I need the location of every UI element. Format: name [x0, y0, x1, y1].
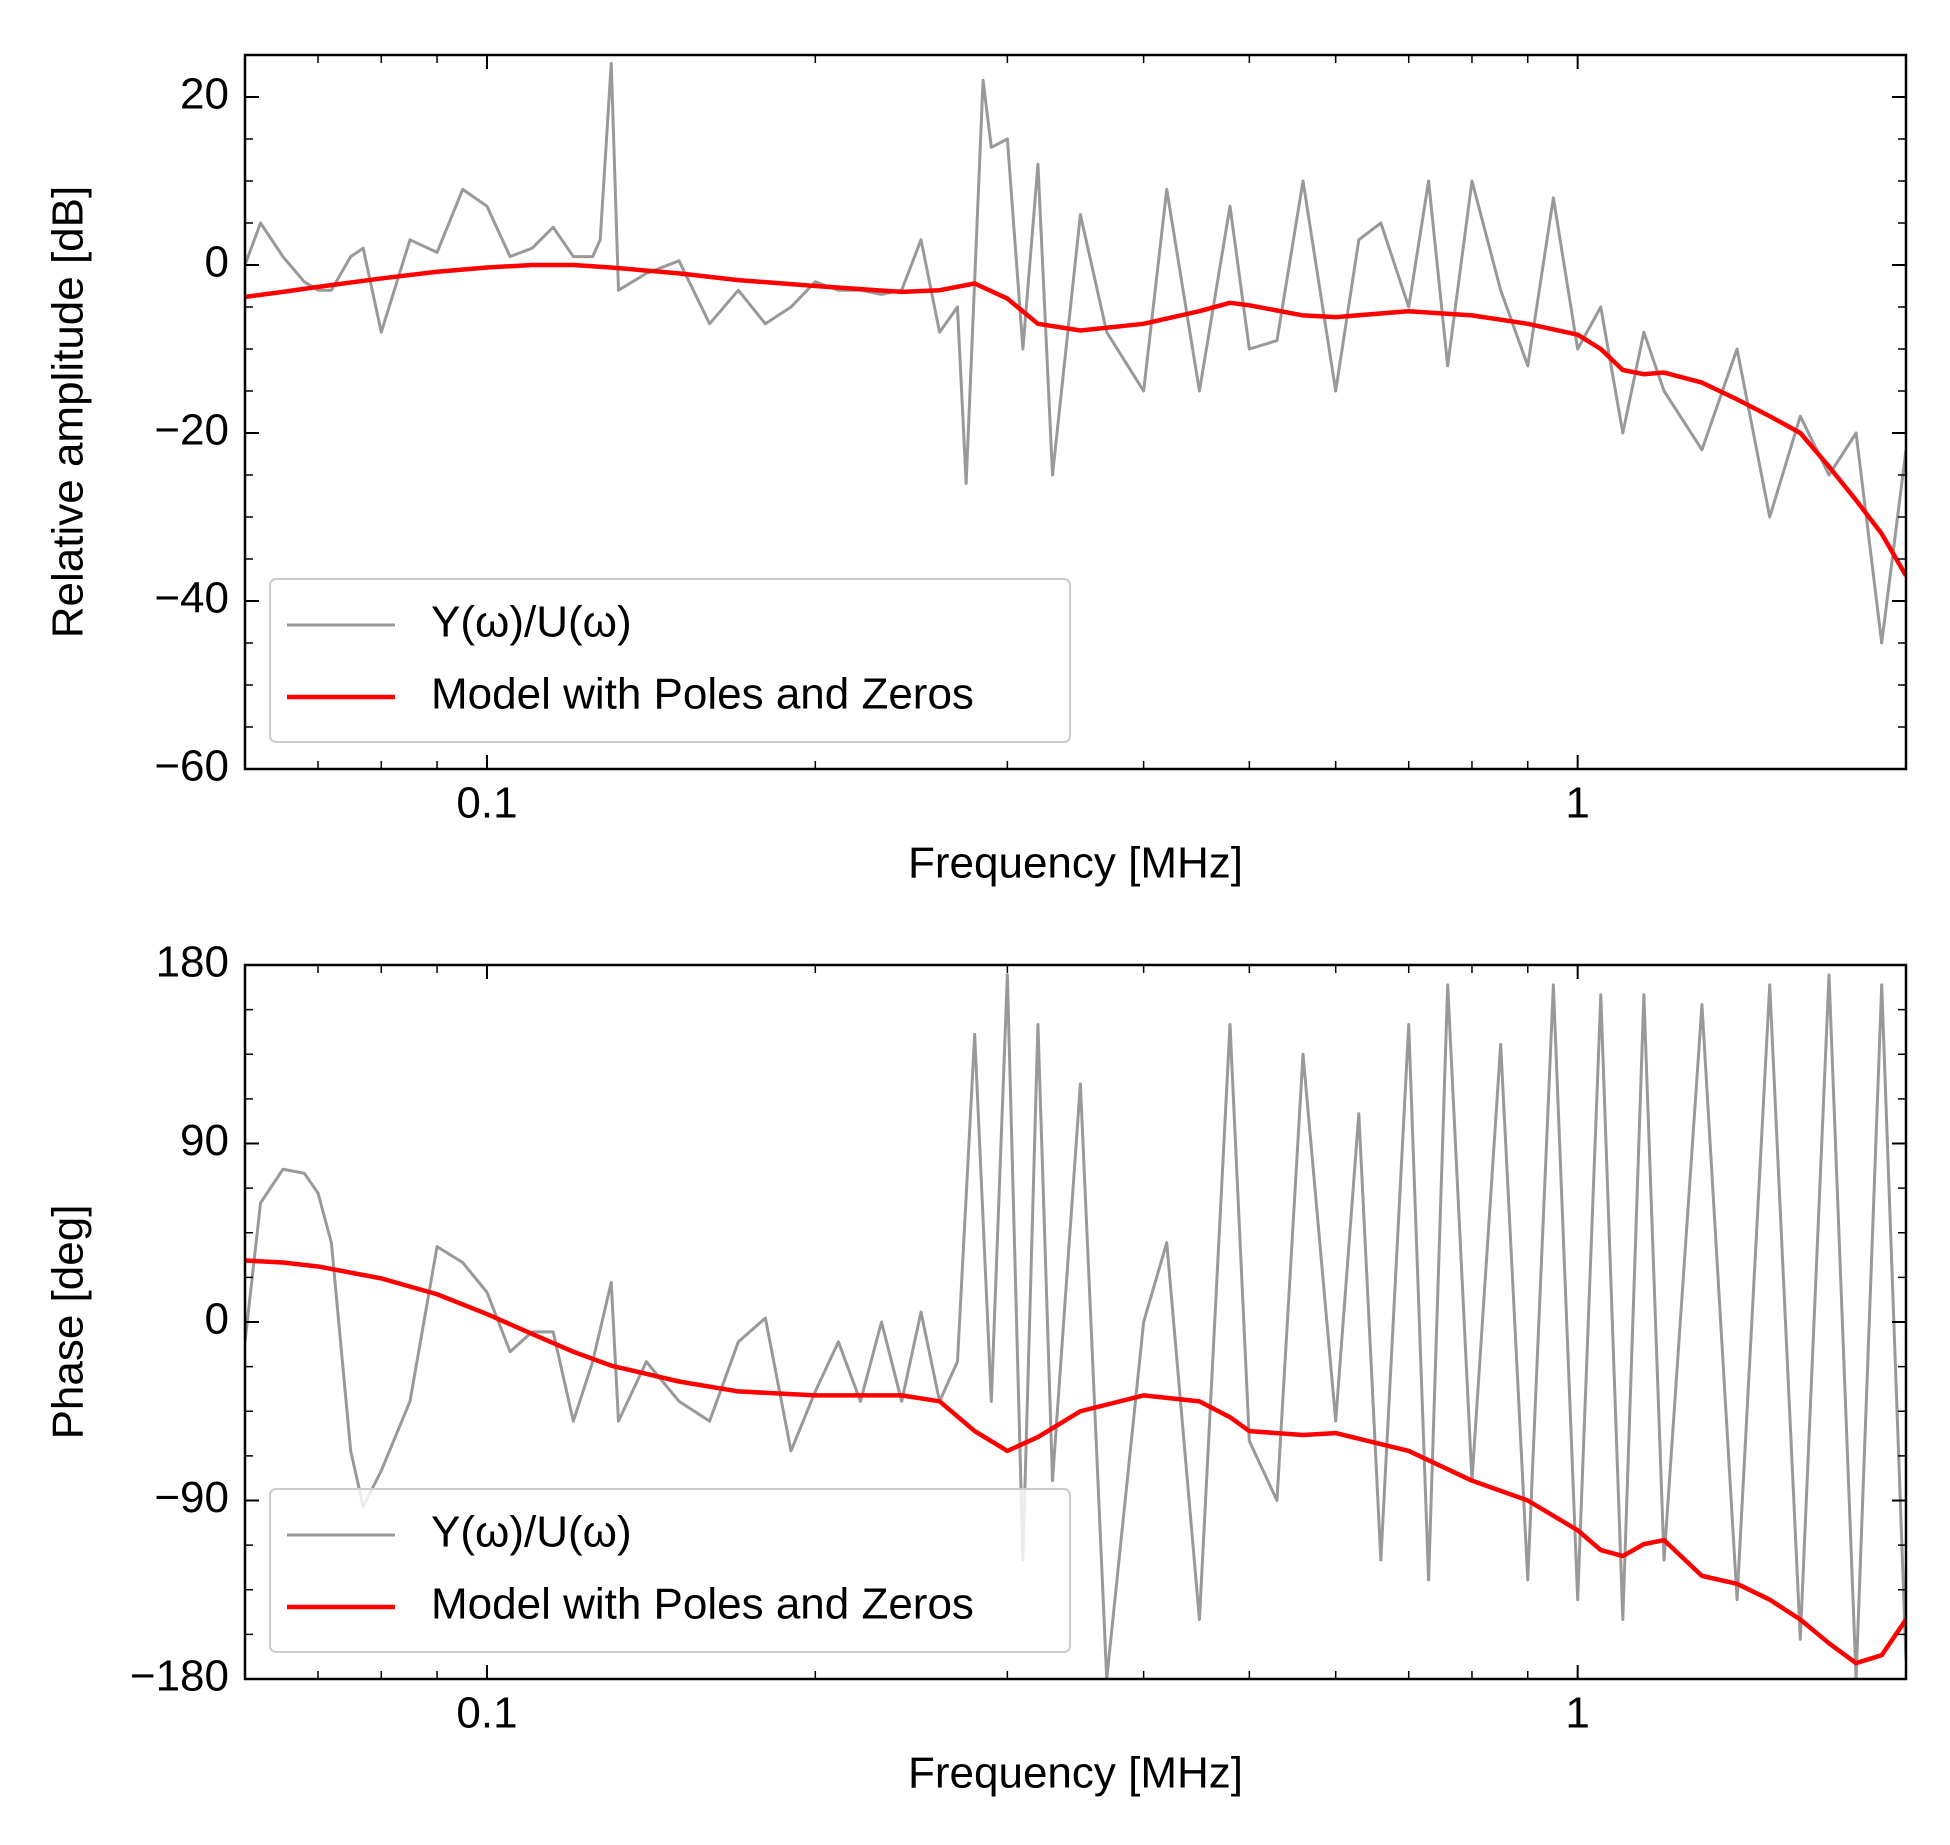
legend-label: Model with Poles and Zeros: [431, 1580, 974, 1629]
x-axis-label: Frequency [MHz]: [908, 1749, 1243, 1798]
y-tick-label: −90: [154, 1473, 229, 1522]
y-tick-label: 0: [205, 238, 229, 287]
y-tick-label: −60: [154, 742, 229, 791]
legend-label: Model with Poles and Zeros: [431, 670, 974, 719]
x-tick-label: 0.1: [456, 1689, 517, 1738]
axes: −180 −90 0 90 180 0.1 1 Frequency [MHz] Phase [d…: [44, 938, 1908, 1798]
data-line: [245, 61, 1906, 645]
x-tick-label: 1: [1565, 1689, 1589, 1738]
axes-frame: [243, 53, 1908, 771]
y-axis-label: Phase [deg]: [44, 1205, 93, 1440]
y-tick-label: −40: [154, 574, 229, 623]
y-tick-label: 0: [205, 1295, 229, 1344]
y-tick-label: 20: [180, 70, 229, 119]
data-line: [245, 973, 1906, 1679]
data-line: [245, 1258, 1906, 1666]
y-tick-label: 180: [156, 938, 229, 987]
y-tick-label: −20: [154, 406, 229, 455]
data-line: [245, 262, 1906, 577]
x-tick-label: 0.1: [456, 779, 517, 828]
axes: −60 −40 −20 0 20 0.1 1 Frequency [MHz] Relative …: [44, 53, 1908, 888]
legend-box: [269, 1488, 1071, 1653]
legend-label: Y(ω)/U(ω): [431, 1508, 632, 1557]
legend-box: [269, 578, 1071, 743]
y-tick-label: 90: [180, 1116, 229, 1165]
axes-frame: [243, 963, 1908, 1681]
y-tick-label: −180: [130, 1652, 229, 1701]
y-axis-label: Relative amplitude [dB]: [44, 186, 93, 638]
x-tick-label: 1: [1565, 779, 1589, 828]
legend-label: Y(ω)/U(ω): [431, 598, 632, 647]
x-axis-label: Frequency [MHz]: [908, 839, 1243, 888]
